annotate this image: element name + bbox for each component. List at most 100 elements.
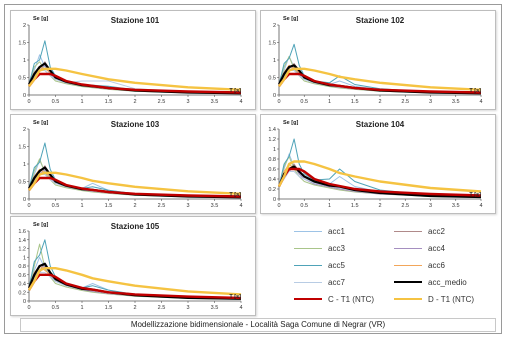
chart-title: Stazione 101	[111, 16, 160, 25]
x-tick-label: 4	[479, 203, 482, 209]
x-tick-label: 1	[80, 99, 83, 105]
series-line-c-t1-ntc-	[278, 72, 482, 94]
y-axis-label: Se [g]	[283, 16, 298, 22]
y-axis-label: Se [g]	[33, 120, 48, 126]
legend-item: acc6	[394, 260, 445, 270]
x-tick-label: 4	[479, 99, 482, 105]
x-tick-label: 3	[429, 99, 432, 105]
y-tick-label: 0	[273, 93, 276, 99]
y-tick-label: 1.4	[268, 127, 276, 133]
legend-item: acc3	[294, 243, 345, 253]
legend-item: C - T1 (NTC)	[294, 294, 374, 304]
chart-stazione-102: 0 0.5 1 1.5 2 0 0.5 1 1.5 2 2.5 3 3.5 4 Stazione 102 Se…	[260, 10, 496, 110]
legend-swatch	[294, 264, 322, 266]
x-tick-label: 3.5	[452, 99, 460, 105]
x-tick-label: 0.5	[52, 99, 60, 105]
legend-swatch	[394, 264, 422, 266]
x-tick-label: 2	[133, 203, 136, 209]
y-tick-label: 1.5	[268, 41, 276, 47]
legend-label: acc5	[328, 260, 345, 270]
y-tick-label: 1	[273, 58, 276, 64]
legend-item: acc_medio	[394, 277, 467, 287]
y-tick-label: 0.5	[18, 180, 26, 186]
x-axis-label: T [s]	[229, 294, 241, 300]
x-tick-label: 2	[133, 305, 136, 311]
legend-label: acc7	[328, 277, 345, 287]
y-tick-label: 0.8	[268, 157, 276, 163]
y-tick-label: 0.2	[18, 290, 26, 296]
y-tick-label: 1.2	[18, 247, 26, 253]
legend-swatch	[294, 281, 322, 283]
series-line-c-t1-ntc-	[28, 176, 242, 198]
legend-label: D - T1 (NTC)	[428, 294, 475, 304]
x-tick-label: 0	[277, 203, 280, 209]
chart-stazione-103: 0 0.5 1 1.5 2 0 0.5 1 1.5 2 2.5 3 3.5 4 Stazione 103 Se…	[10, 114, 256, 214]
y-tick-label: 1.2	[268, 137, 276, 143]
y-axis-label: Se [g]	[33, 222, 48, 228]
x-tick-label: 2.5	[158, 99, 166, 105]
legend-label: acc6	[428, 260, 445, 270]
y-tick-label: 2	[23, 127, 26, 133]
x-tick-label: 0.5	[52, 203, 60, 209]
y-tick-label: 1.4	[18, 238, 26, 244]
legend-swatch	[394, 298, 422, 300]
y-tick-label: 1	[23, 162, 26, 168]
chart-svg: 0 0.5 1 1.5 2 0 0.5 1 1.5 2 2.5 3 3.5 4 Stazione 102 Se…	[268, 16, 482, 105]
x-tick-label: 1	[80, 203, 83, 209]
x-tick-label: 0.5	[300, 203, 308, 209]
x-tick-label: 0	[27, 305, 30, 311]
legend-item: acc5	[294, 260, 345, 270]
x-tick-label: 2.5	[401, 99, 409, 105]
y-tick-label: 0.6	[268, 167, 276, 173]
legend-label: acc2	[428, 226, 445, 236]
series-line-d-t1-ntc-	[27, 267, 242, 296]
series-line-d-t1-ntc-	[28, 171, 242, 195]
x-tick-label: 1.5	[105, 203, 113, 209]
y-tick-label: 1.5	[18, 145, 26, 151]
chart-title: Stazione 102	[356, 16, 405, 25]
legend-swatch	[394, 281, 422, 283]
chart-svg: 0 0.2 0.4 0.6 0.8 1 1.2 1.4 1.6 0 0.5 1 1.5 2 2.5 3 3.5 4…	[18, 222, 242, 311]
x-tick-label: 1.5	[351, 99, 359, 105]
x-axis-label: T [s]	[229, 192, 241, 198]
legend-label: C - T1 (NTC)	[328, 294, 375, 304]
y-tick-label: 1	[23, 58, 26, 64]
x-tick-label: 1	[328, 203, 331, 209]
chart-legend: acc1 acc2 acc3 acc4 acc5 acc6 acc7 acc_medio C -…	[294, 226, 494, 314]
x-axis-label: T [s]	[229, 88, 241, 94]
y-tick-label: 0	[273, 197, 276, 203]
series-line-acc5	[28, 40, 242, 94]
x-tick-label: 0	[27, 99, 30, 105]
x-tick-label: 1.5	[105, 305, 113, 311]
x-tick-label: 3.5	[452, 203, 460, 209]
legend-swatch	[394, 247, 422, 249]
legend-item: D - T1 (NTC)	[394, 294, 474, 304]
legend-label: acc1	[328, 226, 345, 236]
x-axis-label: T [s]	[469, 192, 481, 198]
y-tick-label: 0	[23, 93, 26, 99]
x-tick-label: 3	[186, 305, 189, 311]
chart-stazione-101: 0 0.5 1 1.5 2 0 0.5 1 1.5 2 2.5 3 3.5 4 Stazione 101 Se…	[10, 10, 256, 110]
x-tick-label: 3.5	[211, 305, 219, 311]
series-line-acc3	[28, 243, 242, 300]
x-tick-label: 4	[239, 203, 242, 209]
x-tick-label: 2	[133, 99, 136, 105]
series-line-d-t1-ntc-	[277, 160, 482, 193]
y-tick-label: 1	[273, 147, 276, 153]
legend-label: acc4	[428, 243, 445, 253]
y-tick-label: 0.2	[268, 187, 276, 193]
x-tick-label: 0.5	[300, 99, 308, 105]
y-tick-label: 1.6	[18, 229, 26, 235]
y-tick-label: 0.6	[18, 273, 26, 279]
y-axis-label: Se [g]	[283, 120, 298, 126]
x-tick-label: 3	[186, 203, 189, 209]
chart-svg: 0 0.5 1 1.5 2 0 0.5 1 1.5 2 2.5 3 3.5 4 Stazione 103 Se…	[18, 120, 242, 209]
y-tick-label: 0.5	[268, 76, 276, 82]
x-tick-label: 1	[80, 305, 83, 311]
chart-title: Stazione 105	[111, 222, 160, 231]
y-tick-label: 2	[23, 23, 26, 29]
y-axis-label: Se [g]	[33, 16, 48, 22]
y-tick-label: 0	[23, 299, 26, 305]
x-tick-label: 3	[429, 203, 432, 209]
x-tick-label: 2	[378, 99, 381, 105]
